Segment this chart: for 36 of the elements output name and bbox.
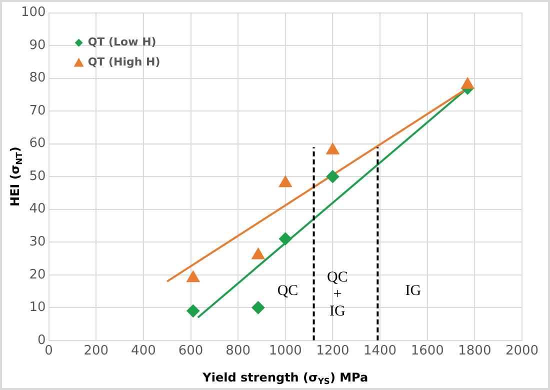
x-tick-label: 1200 bbox=[316, 344, 350, 359]
point bbox=[252, 248, 265, 260]
x-tick-label: 1400 bbox=[363, 344, 397, 359]
legend-label: QT (Low H) bbox=[88, 36, 156, 49]
point bbox=[252, 301, 265, 314]
y-tick-label: 0 bbox=[38, 332, 46, 348]
y-tick-label: 80 bbox=[29, 70, 46, 86]
point bbox=[278, 232, 292, 246]
point bbox=[326, 142, 340, 154]
legend-label: QT (High H) bbox=[88, 56, 160, 69]
point bbox=[186, 304, 200, 318]
y-axis-title: HEI (σNT) bbox=[8, 146, 24, 207]
annotation: QC bbox=[277, 283, 298, 300]
x-tick-label: 800 bbox=[226, 344, 250, 359]
y-tick-label: 70 bbox=[29, 103, 46, 118]
x-tick-label: 1600 bbox=[410, 344, 444, 359]
y-tick-label: 90 bbox=[29, 38, 46, 53]
x-tick-label: 2000 bbox=[505, 344, 539, 359]
annotation: IG bbox=[405, 283, 422, 300]
y-tick-label: 60 bbox=[29, 136, 46, 152]
point bbox=[186, 270, 200, 282]
point bbox=[326, 170, 340, 184]
y-tick-label: 20 bbox=[29, 267, 46, 282]
y-tick-label: 40 bbox=[29, 202, 46, 217]
y-tick-label: 30 bbox=[29, 234, 46, 250]
point bbox=[461, 77, 474, 89]
y-tick-label: 50 bbox=[29, 168, 46, 184]
x-tick-label: 1000 bbox=[268, 344, 302, 359]
x-tick-label: 400 bbox=[131, 344, 156, 359]
y-tick-label: 100 bbox=[20, 5, 46, 20]
annotation: QC + IG bbox=[327, 269, 348, 320]
y-tick-label: 10 bbox=[29, 300, 46, 316]
point bbox=[278, 176, 292, 188]
x-tick-label: 600 bbox=[178, 344, 204, 359]
x-tick-label: 200 bbox=[84, 344, 109, 359]
x-tick-label: 1800 bbox=[458, 344, 492, 359]
